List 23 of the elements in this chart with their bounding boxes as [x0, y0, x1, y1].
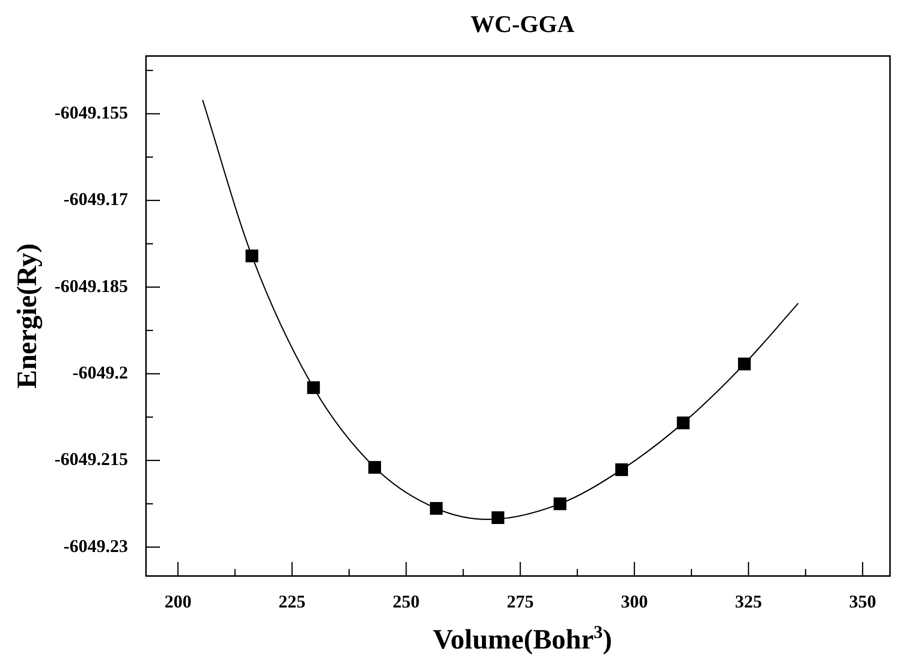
point — [492, 511, 504, 524]
y-tick-label: -6049.2 — [72, 362, 128, 382]
y-tick-label: -6049.23 — [64, 536, 128, 556]
x-axis-title: Volume(Bohr$^{3}$) — [432, 622, 614, 656]
x-tick-label: 250 — [392, 591, 420, 612]
x-tick-label: 300 — [620, 591, 648, 612]
y-tick-label: -6049.17 — [64, 189, 128, 210]
y-axis-title: Energie(Ry) — [12, 243, 44, 389]
line-series — [202, 99, 799, 520]
x-tick-label: 325 — [735, 591, 762, 612]
point — [430, 502, 443, 515]
y-tick-label: -6049.155 — [54, 102, 128, 122]
point — [246, 250, 258, 262]
x-tick-label: 275 — [506, 591, 534, 612]
x-tick-label: 200 — [164, 591, 192, 612]
chart-title: WC-GGA — [470, 12, 576, 39]
y-tick-label: -6049.185 — [54, 276, 128, 296]
point — [738, 358, 751, 370]
point — [307, 381, 320, 394]
point — [554, 497, 566, 510]
y-tick-label: -6049.215 — [54, 449, 128, 470]
x-tick-label: 225 — [278, 591, 306, 612]
x-tick-label: 350 — [849, 591, 876, 612]
